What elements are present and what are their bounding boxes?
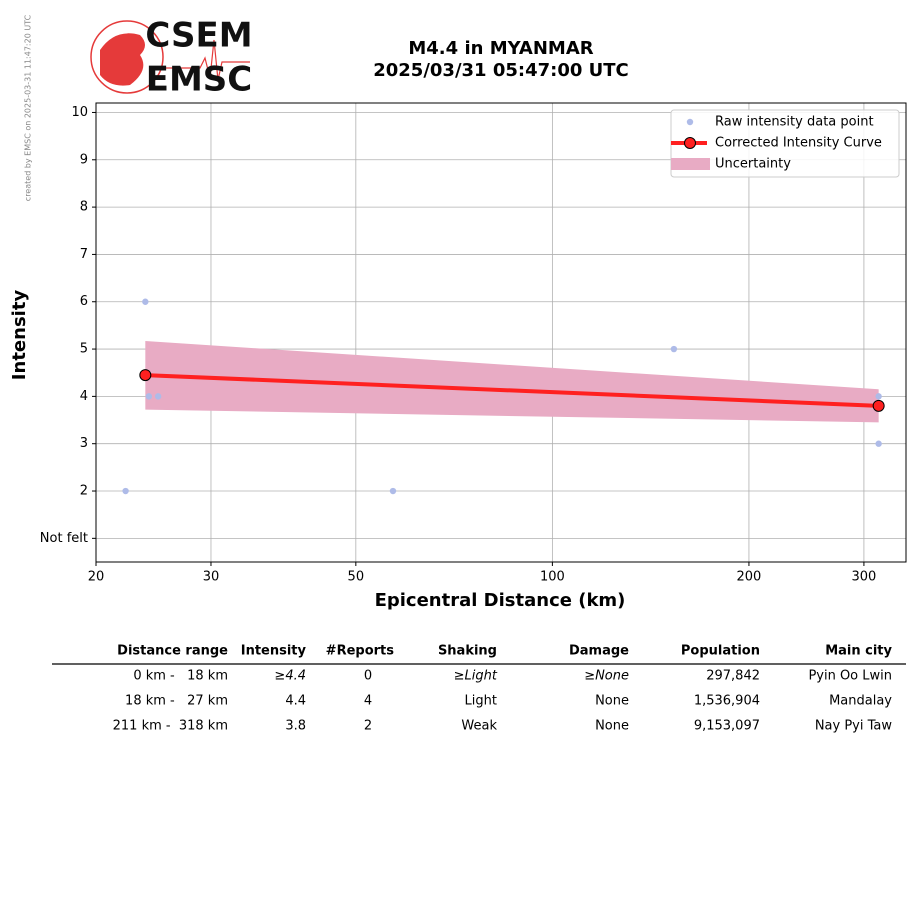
y-tick-label: 7: [80, 247, 88, 262]
table-cell: Nay Pyi Taw: [815, 719, 893, 734]
table-cell: 297,842: [706, 669, 760, 684]
table-cell: 211 km - 318 km: [113, 719, 228, 734]
raw-point: [122, 487, 129, 495]
legend-label: Corrected Intensity Curve: [715, 136, 882, 151]
legend-swatch: [684, 137, 696, 149]
y-tick-label: 10: [71, 105, 88, 120]
table-cell: ≥4.4: [274, 669, 306, 684]
table-cell: None: [595, 694, 629, 709]
table-header: Population: [681, 644, 760, 659]
x-axis-label: Epicentral Distance (km): [375, 590, 626, 611]
table-cell: 2: [364, 719, 372, 734]
table-cell: 1,536,904: [694, 694, 760, 709]
x-tick-label: 100: [540, 570, 565, 585]
curve-line: [145, 373, 879, 408]
logo-map: [100, 33, 145, 86]
y-axis-label: Intensity: [9, 290, 30, 381]
table-cell: 4: [364, 694, 372, 709]
x-tick-label: 30: [203, 570, 220, 585]
legend-label: Raw intensity data point: [715, 115, 874, 130]
table-header: Shaking: [438, 644, 497, 659]
y-tick-label: 5: [80, 342, 88, 357]
plot-frame: [95, 102, 907, 563]
y-tick-label: 8: [80, 200, 88, 215]
table-cell: 18 km - 27 km: [125, 694, 228, 709]
table-cell: ≥None: [584, 669, 629, 684]
y-tick-label: 9: [80, 152, 88, 167]
legend-swatch: [671, 158, 710, 170]
table-cell: Light: [465, 694, 497, 709]
table-cell: 0: [364, 669, 372, 684]
logo-bottom: EMSC: [146, 60, 253, 100]
y-tick-label: 2: [80, 484, 88, 499]
table-header: Damage: [569, 644, 629, 659]
x-tick-label: 300: [851, 570, 876, 585]
logo-top: CSEM: [145, 16, 252, 56]
raw-point: [154, 393, 162, 400]
raw-point: [670, 345, 678, 353]
curve-marker: [139, 369, 152, 382]
table-header: Distance range: [117, 644, 228, 659]
credit: created by EMSC on 2025-03-31 11:47:20 U…: [24, 14, 33, 201]
chart-subtitle: 2025/03/31 05:47:00 UTC: [373, 60, 629, 81]
table-header: Intensity: [241, 644, 307, 659]
y-tick-label: 6: [80, 294, 88, 309]
table-cell: 0 km - 18 km: [133, 669, 228, 684]
table-cell: 9,153,097: [694, 719, 760, 734]
logo-seismo: [160, 39, 250, 81]
table-cell: Weak: [461, 719, 497, 734]
raw-point: [145, 393, 153, 400]
raw-point: [875, 440, 882, 447]
x-tick-label: 200: [737, 570, 762, 585]
x-tick-label: 20: [88, 570, 105, 585]
table-cell: ≥Light: [454, 669, 498, 684]
raw-point: [389, 487, 397, 495]
table-cell: None: [595, 719, 629, 734]
logo-globe: [90, 20, 164, 94]
chart-title: M4.4 in MYANMAR: [408, 38, 593, 59]
uncertainty-band: [145, 341, 879, 423]
x-tick-label: 50: [348, 570, 365, 585]
y-tick-label: 4: [80, 389, 88, 404]
table-cell: Pyin Oo Lwin: [808, 669, 892, 684]
table-cell: 4.4: [285, 694, 306, 709]
table-cell: Mandalay: [829, 694, 892, 709]
raw-point: [142, 298, 149, 305]
table-cell: 3.8: [285, 719, 306, 734]
legend-swatch: [686, 118, 694, 126]
y-tick-label: 3: [80, 436, 88, 451]
table-header: Main city: [825, 644, 892, 659]
table-header: #Reports: [326, 644, 395, 659]
y-tick-label: Not felt: [40, 531, 88, 546]
raw-point: [875, 393, 882, 400]
curve-marker: [872, 399, 885, 412]
legend-label: Uncertainty: [715, 157, 791, 172]
